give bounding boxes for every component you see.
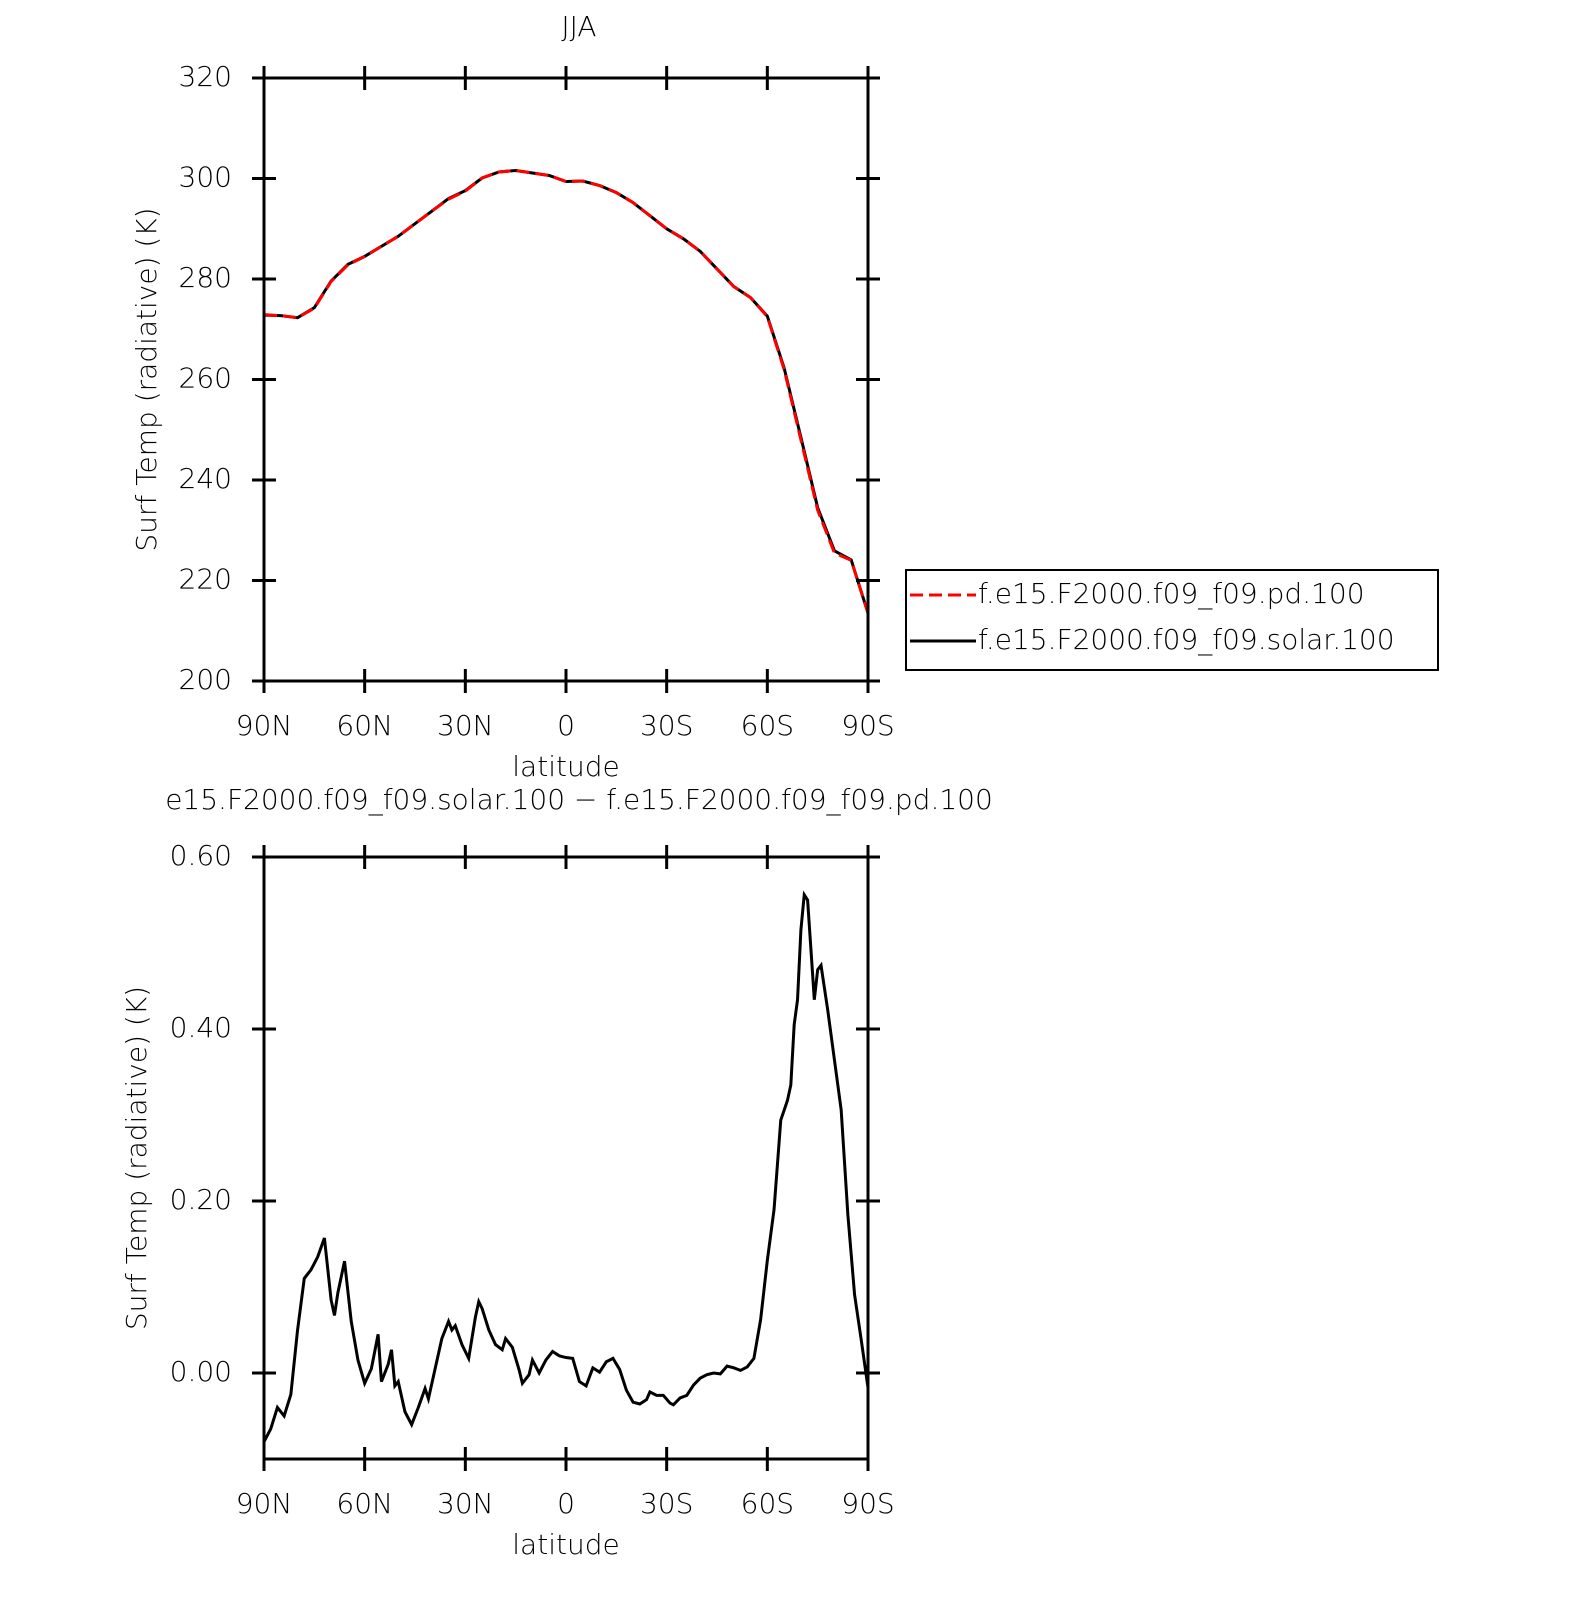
x-tick-label: 60N (336, 709, 393, 742)
y-tick-label: 0.60 (170, 839, 232, 872)
x-tick-label: 0 (557, 1487, 575, 1520)
x-axis-label: latitude (512, 750, 619, 783)
x-tick-label: 90S (841, 709, 894, 742)
y-axis-label: Surf Temp (radiative) (K) (120, 986, 153, 1330)
y-tick-label: 0.00 (170, 1355, 232, 1388)
x-tick-label: 30N (437, 1487, 494, 1520)
y-tick-label: 220 (179, 563, 232, 596)
x-tick-label: 60N (336, 1487, 393, 1520)
x-tick-label: 60S (741, 709, 794, 742)
y-tick-label: 0.40 (170, 1011, 232, 1044)
x-tick-label: 90N (236, 1487, 293, 1520)
x-tick-label: 60S (741, 1487, 794, 1520)
chart-title: e15.F2000.f09_f09.solar.100 − f.e15.F200… (165, 783, 993, 817)
x-tick-label: 90S (841, 1487, 894, 1520)
y-tick-label: 200 (179, 663, 232, 696)
plot-frame (262, 855, 870, 1461)
y-axis-label: Surf Temp (radiative) (K) (130, 207, 163, 551)
legend-box (905, 569, 1439, 671)
x-tick-label: 0 (557, 709, 575, 742)
x-tick-label: 30S (640, 1487, 693, 1520)
data-line (263, 168, 870, 614)
x-tick-label: 30N (437, 709, 494, 742)
x-tick-label: 90N (236, 709, 293, 742)
y-tick-label: 260 (179, 362, 232, 395)
chart-title: JJA (561, 10, 596, 43)
y-tick-label: 240 (179, 462, 232, 495)
x-tick-label: 30S (640, 709, 693, 742)
plot-frame (262, 76, 870, 683)
data-line (262, 890, 870, 1443)
legend-label: f.e15.F2000.f09_f09.solar.100 (978, 623, 1395, 657)
legend-label: f.e15.F2000.f09_f09.pd.100 (978, 577, 1365, 611)
data-line (263, 168, 870, 614)
y-tick-label: 320 (179, 60, 232, 93)
x-axis-label: latitude (512, 1528, 619, 1561)
y-tick-label: 300 (179, 161, 232, 194)
y-tick-label: 0.20 (170, 1183, 232, 1216)
y-tick-label: 280 (179, 261, 232, 294)
